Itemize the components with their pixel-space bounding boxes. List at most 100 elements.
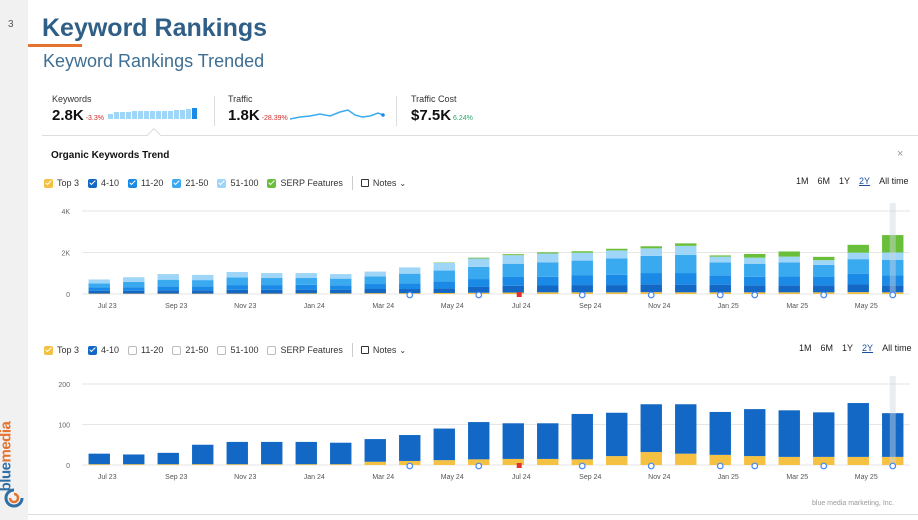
bar-segment-51-100[interactable]	[364, 271, 386, 277]
bar-segment-21-50[interactable]	[709, 262, 731, 276]
bar-segment-serp-features[interactable]	[502, 254, 524, 256]
bar-segment-11-20[interactable]	[606, 274, 628, 286]
bar-segment-11-20[interactable]	[330, 285, 352, 290]
bar-segment-top-3[interactable]	[675, 292, 697, 294]
bar-segment-4-10[interactable]	[640, 404, 662, 453]
bar-segment-top-3[interactable]	[675, 453, 697, 465]
bar-segment-51-100[interactable]	[709, 256, 731, 263]
bar-segment-51-100[interactable]	[433, 262, 455, 271]
bar-segment-21-50[interactable]	[226, 277, 248, 286]
bar-segment-top-3[interactable]	[502, 292, 524, 294]
legend-checkbox[interactable]	[217, 345, 227, 355]
legend-checkbox[interactable]	[217, 178, 227, 188]
range-1y[interactable]: 1Y	[839, 176, 851, 186]
metric-traffic[interactable]: Traffic 1.8K -28.39%	[228, 94, 288, 124]
bar-segment-51-100[interactable]	[606, 250, 628, 259]
range-1m[interactable]: 1M	[796, 176, 809, 186]
bar-segment-11-20[interactable]	[468, 279, 490, 287]
bar-segment-21-50[interactable]	[606, 258, 628, 275]
note-marker-icon[interactable]	[516, 292, 522, 297]
bar-segment-top-3[interactable]	[433, 460, 455, 465]
range-1y[interactable]: 1Y	[842, 343, 854, 353]
bar-segment-51-100[interactable]	[813, 260, 835, 265]
bar-segment-11-20[interactable]	[364, 284, 386, 290]
bar-segment-51-100[interactable]	[468, 258, 490, 267]
bar-segment-top-3[interactable]	[606, 456, 628, 465]
bar-segment-top-3[interactable]	[847, 456, 869, 465]
bar-segment-51-100[interactable]	[847, 252, 869, 260]
bar-segment-4-10[interactable]	[468, 286, 490, 293]
legend-item-4-10[interactable]: 4-10	[88, 178, 119, 188]
bar-segment-11-20[interactable]	[537, 276, 559, 286]
bar-segment-4-10[interactable]	[675, 284, 697, 293]
bar-segment-top-3[interactable]	[537, 292, 559, 294]
bar-segment-top-3[interactable]	[882, 456, 904, 465]
bar-segment-top-3[interactable]	[192, 464, 214, 465]
bar-segment-4-10[interactable]	[192, 290, 214, 294]
range-1m[interactable]: 1M	[799, 343, 812, 353]
bar-segment-4-10[interactable]	[261, 441, 283, 465]
bar-segment-top-3[interactable]	[606, 292, 628, 294]
bar-segment-21-50[interactable]	[675, 254, 697, 274]
bar-segment-serp-features[interactable]	[882, 235, 904, 253]
bar-segment-top-3[interactable]	[640, 452, 662, 465]
bar-segment-21-50[interactable]	[571, 260, 593, 276]
bar-segment-top-3[interactable]	[433, 292, 455, 294]
bar-segment-11-20[interactable]	[709, 275, 731, 285]
bar-segment-21-50[interactable]	[123, 281, 145, 288]
bar-segment-4-10[interactable]	[675, 404, 697, 454]
bar-segment-51-100[interactable]	[261, 273, 283, 279]
notes-dropdown[interactable]: Notes ⌄	[360, 345, 406, 355]
bar-segment-serp-features[interactable]	[468, 257, 490, 259]
google-update-icon[interactable]	[475, 462, 483, 470]
google-update-icon[interactable]	[889, 291, 897, 299]
bar-segment-11-20[interactable]	[813, 276, 835, 286]
bar-segment-4-10[interactable]	[813, 285, 835, 293]
bar-segment-4-10[interactable]	[226, 441, 248, 465]
bar-segment-4-10[interactable]	[778, 410, 800, 457]
bar-segment-4-10[interactable]	[433, 428, 455, 461]
legend-checkbox[interactable]	[128, 345, 138, 355]
bar-segment-4-10[interactable]	[226, 289, 248, 294]
google-update-icon[interactable]	[406, 462, 414, 470]
bar-segment-4-10[interactable]	[364, 289, 386, 294]
google-update-icon[interactable]	[475, 291, 483, 299]
bar-segment-4-10[interactable]	[502, 423, 524, 459]
bar-segment-21-50[interactable]	[813, 264, 835, 277]
bar-segment-4-10[interactable]	[571, 285, 593, 293]
bar-segment-21-50[interactable]	[330, 278, 352, 286]
bar-segment-4-10[interactable]	[640, 284, 662, 293]
legend-item-top-3[interactable]: Top 3	[44, 178, 79, 188]
bar-segment-top-3[interactable]	[468, 459, 490, 465]
bar-segment-21-50[interactable]	[88, 283, 110, 288]
bar-segment-top-3[interactable]	[295, 464, 317, 465]
google-update-icon[interactable]	[716, 291, 724, 299]
legend-item-serp-features[interactable]: SERP Features	[267, 178, 343, 188]
bar-segment-top-3[interactable]	[88, 464, 110, 465]
bar-segment-21-50[interactable]	[640, 255, 662, 274]
bar-segment-11-20[interactable]	[123, 287, 145, 291]
google-update-icon[interactable]	[647, 291, 655, 299]
bar-segment-serp-features[interactable]	[606, 248, 628, 251]
google-update-icon[interactable]	[647, 462, 655, 470]
bar-segment-4-10[interactable]	[399, 289, 421, 294]
bar-segment-21-50[interactable]	[157, 279, 179, 287]
bar-segment-top-3[interactable]	[502, 458, 524, 465]
bar-segment-11-20[interactable]	[778, 276, 800, 286]
bar-segment-21-50[interactable]	[399, 273, 421, 284]
bar-segment-21-50[interactable]	[192, 280, 214, 287]
bar-segment-51-100[interactable]	[675, 245, 697, 255]
range-all-time[interactable]: All time	[879, 176, 909, 186]
google-update-icon[interactable]	[578, 462, 586, 470]
bar-segment-serp-features[interactable]	[709, 255, 731, 257]
bar-segment-top-3[interactable]	[295, 293, 317, 294]
bar-segment-serp-features[interactable]	[537, 252, 559, 254]
bar-segment-top-3[interactable]	[261, 464, 283, 465]
google-update-icon[interactable]	[751, 462, 759, 470]
bar-segment-4-10[interactable]	[744, 409, 766, 457]
legend-checkbox[interactable]	[128, 178, 138, 188]
bar-segment-21-50[interactable]	[882, 259, 904, 276]
bar-segment-4-10[interactable]	[882, 285, 904, 293]
bar-segment-4-10[interactable]	[778, 285, 800, 293]
bar-segment-serp-features[interactable]	[813, 256, 835, 261]
